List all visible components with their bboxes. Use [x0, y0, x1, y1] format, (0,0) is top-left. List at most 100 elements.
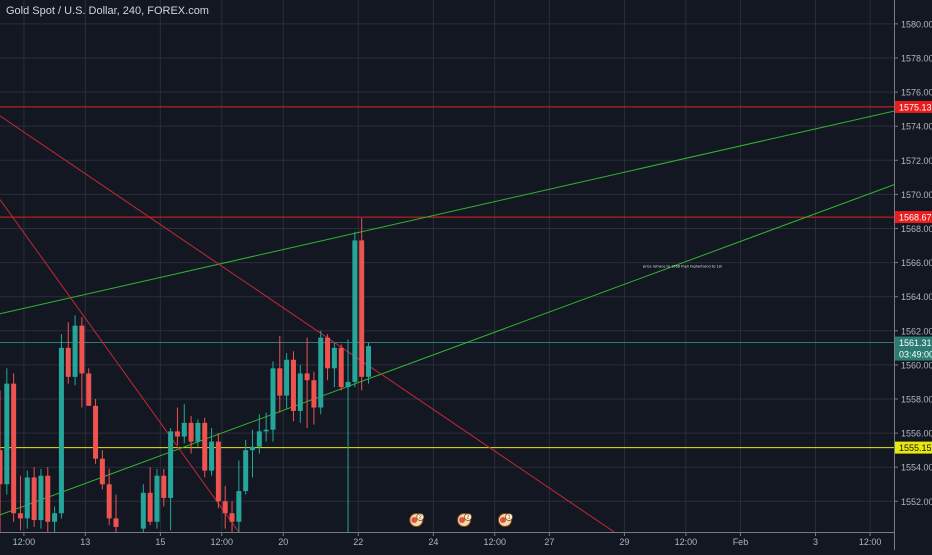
candle-body: [17, 513, 23, 519]
candle: [168, 427, 174, 531]
trend-line: [0, 199, 240, 532]
event-count-label: 2: [419, 515, 422, 521]
trend-line: [0, 184, 894, 516]
candle: [284, 352, 290, 410]
price-tick-label: 1564.00: [901, 292, 932, 302]
candle: [58, 334, 64, 519]
candle: [256, 414, 262, 454]
time-tick-label: Feb: [733, 537, 749, 547]
candle-body: [270, 368, 276, 430]
candle: [243, 439, 249, 495]
price-tick-label: 1560.00: [901, 360, 932, 370]
candle: [359, 218, 365, 391]
candle-body: [168, 431, 174, 498]
candle: [140, 484, 146, 532]
candle-body: [236, 491, 242, 522]
candle: [99, 450, 105, 490]
candle: [290, 351, 296, 422]
time-axis-background: [0, 532, 894, 550]
chart-annotation: price retrace to 1568 then highertrend t…: [643, 265, 723, 269]
event-count-label: 1: [508, 515, 511, 521]
time-tick-label: 24: [428, 537, 438, 547]
grid: [0, 0, 894, 532]
price-tick-label: 1574.00: [901, 122, 932, 132]
current-price-tag-bg: [895, 336, 932, 361]
candle: [45, 467, 51, 532]
level-price-label: 1555.15: [895, 441, 932, 454]
price-tick-label: 1566.00: [901, 258, 932, 268]
candle-body: [188, 422, 194, 442]
candle: [277, 335, 283, 413]
time-tick-label: 3: [813, 537, 818, 547]
price-tick-label: 1580.00: [901, 19, 932, 29]
candle-body: [290, 359, 296, 411]
price-tick-label: 1576.00: [901, 88, 932, 98]
time-tick-label: 12:00: [859, 537, 882, 547]
candle: [331, 342, 337, 388]
candle: [297, 364, 303, 423]
candle-body: [65, 347, 71, 377]
candle-body: [215, 441, 221, 502]
candle-body: [38, 475, 44, 521]
candle: [229, 501, 235, 532]
candle-body: [140, 492, 146, 529]
candle-body: [4, 383, 10, 485]
time-tick-label: 22: [353, 537, 363, 547]
candle: [311, 371, 317, 425]
candle-body: [338, 347, 344, 388]
level-price-label-text: 1575.13: [899, 102, 932, 112]
price-tick-label: 1570.00: [901, 190, 932, 200]
candle-body: [256, 431, 262, 447]
time-tick-label: 15: [155, 537, 165, 547]
price-tick-label: 1568.00: [901, 224, 932, 234]
candle: [263, 412, 269, 442]
price-tick-label: 1558.00: [901, 395, 932, 405]
level-price-label: 1568.67: [895, 211, 932, 224]
candle-body: [325, 337, 331, 369]
candle-body: [31, 477, 37, 521]
time-tick-label: 20: [278, 537, 288, 547]
candle-body: [113, 518, 119, 527]
candle: [106, 468, 112, 526]
level-price-label-bg: [895, 211, 932, 224]
candle-body: [79, 325, 85, 374]
time-tick-label: 27: [544, 537, 554, 547]
candle-body: [58, 347, 64, 514]
candle: [304, 337, 310, 428]
candle: [338, 344, 344, 391]
price-tick-label: 1578.00: [901, 53, 932, 63]
candle: [215, 433, 221, 509]
price-tick-label: 1572.00: [901, 156, 932, 166]
current-price-label: 1561.31: [899, 338, 932, 348]
price-tick-label: 1552.00: [901, 497, 932, 507]
event-marker: 2: [409, 513, 425, 527]
candle-body: [195, 422, 201, 442]
level-price-label-bg: [895, 100, 932, 113]
candle: [4, 368, 10, 495]
candle-body: [222, 501, 228, 514]
candle: [154, 468, 160, 529]
candle-body: [147, 492, 153, 522]
candle: [202, 417, 208, 478]
candle-body: [318, 337, 324, 408]
time-axis: 12:00 13 15 12:00 20 22 24 12:00 27 29 12:00 Feb 3 12…: [0, 532, 894, 550]
candle: [161, 468, 167, 507]
candle-body: [243, 450, 249, 492]
time-tick-label: 12:00: [484, 537, 507, 547]
candle: [270, 361, 276, 442]
event-count-badge: [416, 513, 425, 521]
countdown-label: 03:49:00: [899, 350, 932, 360]
candle-body: [106, 484, 112, 519]
symbol-title: Gold Spot / U.S. Dollar, 240, FOREX.com: [6, 5, 209, 17]
candle: [93, 399, 99, 464]
event-count-badge: [464, 513, 472, 521]
candle-body: [311, 380, 317, 408]
candle-body: [24, 477, 30, 519]
candle: [38, 468, 44, 529]
candle: [52, 506, 58, 532]
candle-body: [181, 422, 187, 437]
candle: [188, 416, 194, 454]
candle-body: [99, 458, 105, 485]
